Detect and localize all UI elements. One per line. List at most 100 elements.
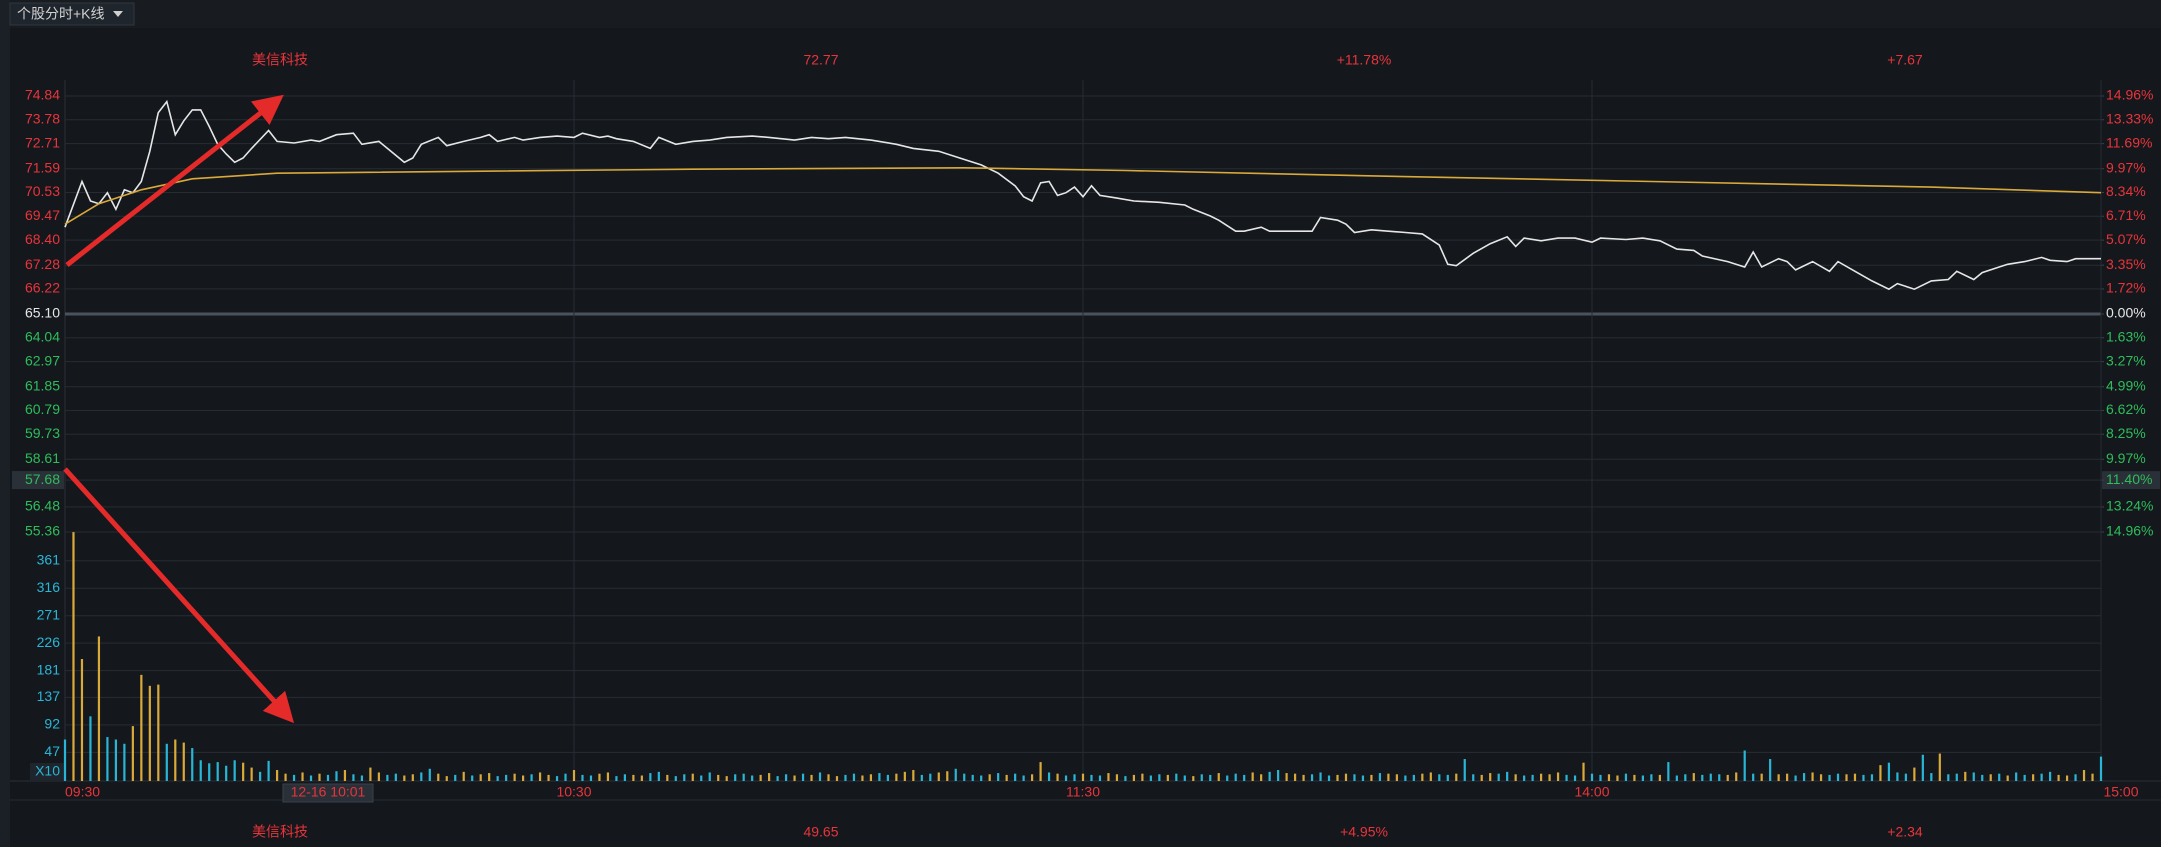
volume-bar [496, 776, 499, 781]
volume-bar [2040, 773, 2043, 781]
volume-bar [1913, 767, 1916, 781]
volume-bar [929, 773, 932, 781]
volume-bar [1319, 772, 1322, 781]
y2-tick-label: 3.27% [2106, 352, 2146, 368]
volume-bar [1641, 775, 1644, 781]
volume-bar [1378, 773, 1382, 781]
volume-bar [140, 674, 143, 781]
volume-tick-label: 181 [37, 661, 61, 677]
volume-bar [793, 775, 796, 781]
info-top: +11.78% [1337, 52, 1392, 68]
volume-tick-label: 226 [37, 634, 61, 650]
volume-bar [445, 776, 448, 781]
volume-bar [1463, 759, 1466, 781]
volume-bar [403, 775, 406, 781]
volume-bar [1226, 775, 1229, 781]
volume-bar [131, 726, 134, 781]
selector-label[interactable]: 个股分时+K线 [17, 6, 105, 22]
volume-bar [174, 739, 177, 781]
volume-bar [1955, 773, 1958, 781]
y-tick-label: 74.84 [25, 87, 60, 103]
volume-bar [1107, 773, 1110, 781]
volume-bar [420, 772, 423, 781]
volume-bar [1904, 773, 1907, 781]
volume-bar [1523, 775, 1526, 781]
volume-bar [1531, 774, 1534, 781]
y2-tick-label: 11.40% [2106, 471, 2152, 487]
y-tick-label: 61.85 [25, 377, 60, 393]
volume-tick-label: 271 [37, 606, 61, 622]
volume-bar [1862, 774, 1865, 781]
volume-bar [97, 636, 101, 781]
volume-bar [114, 739, 117, 781]
x-tick-label: 14:00 [1574, 784, 1609, 800]
volume-bar [1624, 773, 1628, 781]
volume-bar [1166, 774, 1169, 781]
volume-bar [1573, 775, 1577, 781]
volume-bar [801, 773, 805, 781]
volume-bar [1489, 773, 1492, 781]
volume-bar [1370, 774, 1373, 781]
volume-bar [1743, 750, 1746, 781]
volume-bar [920, 774, 923, 781]
dropdown-caret[interactable] [113, 11, 123, 17]
volume-bar [386, 774, 389, 781]
volume-bar [572, 770, 576, 781]
volume-bar [818, 772, 822, 781]
volume-bar [437, 773, 440, 781]
x-tick-label: 11:30 [1066, 784, 1100, 800]
volume-bar [1132, 774, 1135, 781]
volume-bar [123, 743, 126, 781]
info-bottom: +2.34 [1887, 824, 1923, 840]
volume-bar [776, 776, 779, 781]
volume-bar [1175, 773, 1178, 781]
volume-bar [2074, 774, 2077, 781]
volume-bar [182, 742, 185, 781]
volume-bar [2049, 771, 2052, 781]
selector-box[interactable] [9, 2, 135, 26]
volume-bar [1361, 775, 1365, 781]
y2-tick-label: 1.72% [2106, 280, 2146, 296]
volume-bar [1887, 762, 1891, 781]
volume-bar [1514, 774, 1517, 781]
volume-bar [1845, 774, 1848, 781]
volume-bar [1141, 773, 1144, 781]
volume-bar [691, 773, 694, 781]
volume-bar [394, 773, 397, 781]
volume-bar [1981, 774, 1984, 781]
volume-bar [725, 776, 728, 781]
volume-bar [63, 739, 67, 781]
volume-bar [326, 774, 330, 781]
y-tick-label: 72.71 [25, 134, 60, 150]
volume-bar [1794, 775, 1797, 781]
volume-bar [2032, 774, 2035, 781]
volume-bar [2015, 772, 2018, 781]
volume-bar [80, 659, 84, 781]
volume-bar [208, 763, 211, 781]
plot: 74.84 73.78 72.71 71.59 70.53 69.47 68.40 67.28… [10, 52, 2161, 840]
volume-bar [1964, 771, 1967, 781]
volume-bar [640, 775, 643, 781]
volume-bar [1633, 774, 1636, 781]
volume-bar [1200, 774, 1203, 781]
crosshair-time-label: 12-16 10:01 [291, 784, 366, 800]
y2-tick-label: 6.71% [2106, 207, 2146, 223]
y2-tick-label: 5.07% [2106, 231, 2146, 247]
y-tick-label: 58.61 [25, 450, 60, 466]
volume-bar [742, 773, 745, 781]
volume-bar [225, 765, 228, 781]
volume-bar [946, 771, 949, 781]
volume-bar [513, 773, 516, 781]
annotations [63, 94, 295, 724]
x-tick-label: 15:00 [2103, 784, 2138, 800]
volume-bar [1506, 771, 1509, 781]
price-line [64, 99, 2101, 291]
volume-bar [1081, 773, 1085, 781]
volume-bar [1446, 774, 1449, 781]
volume-bar [852, 773, 856, 781]
y2-tick-label: 11.69% [2106, 134, 2152, 150]
volume-bar [657, 771, 660, 781]
volume-bar [1005, 774, 1008, 781]
info-top: 72.77 [803, 52, 838, 68]
volume-bar [505, 774, 508, 781]
